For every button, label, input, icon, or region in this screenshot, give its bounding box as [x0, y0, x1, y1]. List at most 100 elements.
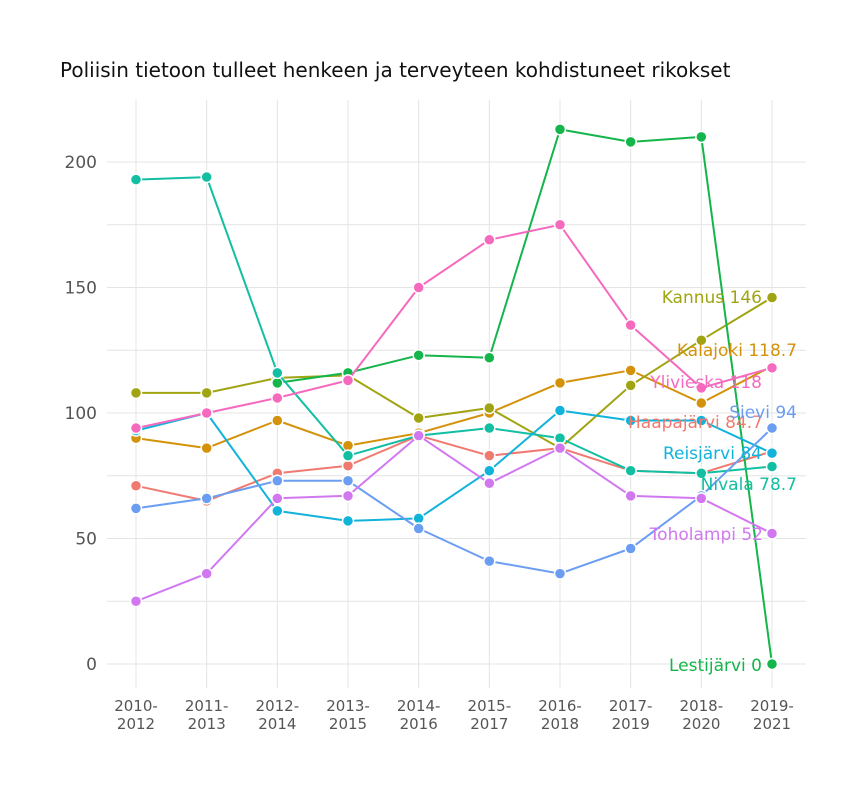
data-point: [624, 379, 637, 392]
data-point: [695, 333, 708, 347]
data-point: [200, 441, 213, 455]
data-point: [483, 421, 496, 435]
series-end-label: Ylivieska 118: [649, 373, 762, 393]
data-point: [412, 429, 425, 442]
data-point: [129, 173, 143, 186]
data-point: [765, 291, 779, 304]
x-tick-label: 2016-2018: [538, 697, 582, 733]
x-tick-label: 2010-2012: [114, 697, 158, 733]
data-point: [412, 349, 425, 362]
series-end-label: Sievi 94: [729, 403, 797, 423]
data-point: [341, 489, 355, 503]
series-end-label: Kalajoki 118.7: [677, 341, 797, 361]
data-point: [483, 351, 496, 365]
data-point: [129, 479, 143, 493]
data-point: [129, 386, 143, 400]
data-point: [695, 466, 708, 480]
x-tick-label: 2017-2019: [609, 697, 653, 733]
data-point: [271, 474, 284, 488]
series-lestijarvi: [271, 123, 779, 671]
series-line: [135, 365, 773, 450]
data-point: [553, 218, 567, 231]
data-point: [553, 123, 567, 136]
y-tick-label: 150: [65, 279, 97, 299]
data-point: [200, 170, 213, 184]
series-toholampi: [129, 429, 779, 608]
series-nivala: [129, 170, 779, 480]
data-point: [200, 406, 213, 420]
data-point: [412, 522, 425, 535]
grid: [107, 100, 806, 688]
x-tick-label: 2018-2020: [680, 697, 724, 733]
data-point: [624, 464, 637, 477]
data-point: [695, 381, 708, 395]
y-axis-ticks: 0 50 100 150 200: [65, 153, 97, 675]
series-end-label: Reisjärvi 84: [663, 444, 762, 464]
data-point: [624, 489, 637, 503]
series-end-label: Toholampi 52: [649, 525, 763, 545]
data-point: [271, 504, 284, 518]
data-point: [624, 135, 637, 149]
data-point: [765, 361, 779, 375]
chart-title: Poliisin tietoon tulleet henkeen ja terv…: [60, 58, 731, 82]
x-tick-label: 2019-2021: [750, 697, 794, 733]
data-point: [271, 414, 284, 427]
data-point: [765, 527, 779, 540]
data-point: [271, 492, 284, 505]
data-point: [341, 514, 355, 528]
data-point: [553, 404, 567, 417]
series-end-label: Nivala 78.7: [701, 475, 797, 495]
data-point: [271, 366, 284, 380]
data-point: [483, 464, 496, 477]
x-axis-ticks: 2010-2012 2011-2013 2012-2014 2013-2015 2014…: [114, 697, 794, 733]
y-tick-label: 0: [86, 655, 97, 675]
data-point: [341, 449, 355, 462]
data-point: [483, 554, 496, 568]
data-point: [412, 281, 425, 294]
series-group: [129, 123, 779, 671]
data-point: [271, 391, 284, 405]
y-tick-label: 100: [65, 404, 97, 424]
data-point: [695, 130, 708, 144]
data-point: [412, 411, 425, 425]
series-line: [135, 427, 773, 575]
data-point: [765, 421, 779, 435]
data-point: [129, 502, 143, 515]
series-line: [136, 296, 773, 450]
data-point: [765, 446, 779, 460]
data-point: [553, 376, 567, 390]
series-end-label: Lestijärvi 0: [669, 656, 762, 676]
x-tick-label: 2011-2013: [185, 697, 229, 733]
series-end-labels: Haapajärvi 84.7 Kalajoki 118.7 Kannus 146 L…: [628, 288, 797, 676]
data-point: [624, 414, 637, 427]
data-point: [624, 318, 637, 332]
data-point: [483, 401, 496, 415]
series-end-label: Haapajärvi 84.7: [628, 413, 763, 433]
series-line: [135, 409, 773, 522]
x-tick-label: 2014-2016: [397, 697, 441, 733]
data-point: [553, 567, 567, 580]
data-point: [695, 492, 708, 505]
data-point: [129, 421, 143, 435]
data-point: [553, 441, 567, 455]
x-tick-label: 2013-2015: [326, 697, 370, 733]
series-end-label: Kannus 146: [662, 288, 762, 308]
data-point: [200, 386, 213, 400]
series-line: [135, 434, 773, 603]
data-point: [483, 477, 496, 490]
data-point: [483, 449, 496, 462]
x-tick-label: 2015-2017: [468, 697, 512, 733]
data-point: [129, 595, 143, 608]
data-point: [765, 657, 779, 671]
y-tick-label: 50: [75, 530, 97, 550]
series-line: [135, 176, 773, 475]
data-point: [695, 396, 708, 410]
data-point: [200, 492, 213, 505]
x-tick-label: 2012-2014: [256, 697, 300, 733]
data-point: [695, 414, 708, 427]
series-line: [277, 128, 773, 665]
series-line: [135, 223, 773, 430]
data-point: [624, 364, 637, 377]
y-tick-label: 200: [65, 153, 97, 173]
